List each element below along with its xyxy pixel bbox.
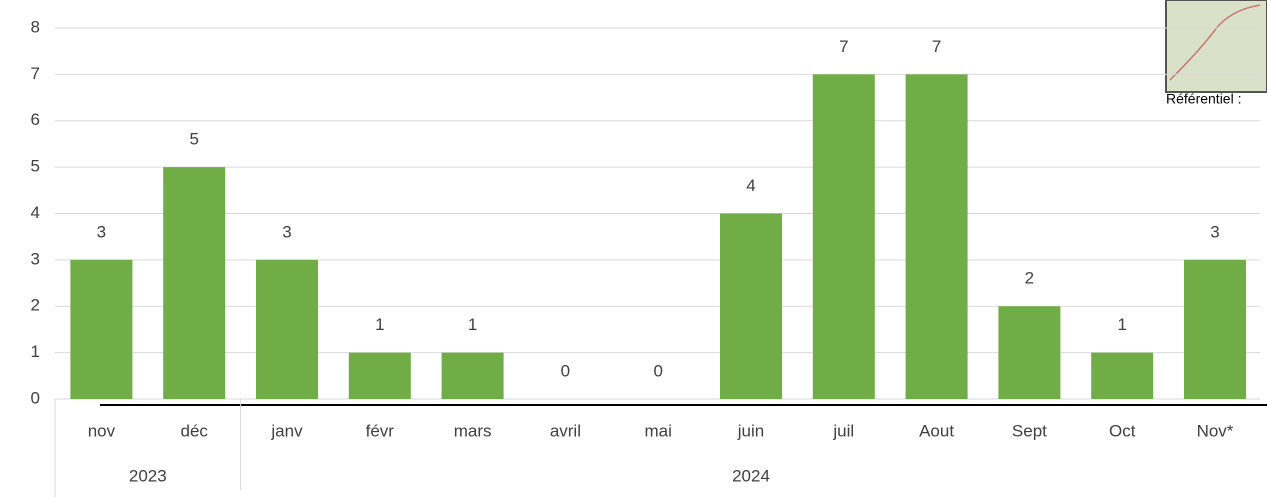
data-label: 5: [189, 130, 198, 149]
data-label: 1: [1117, 315, 1126, 334]
x-tick-label: Sept: [1012, 421, 1047, 440]
bar: [720, 214, 782, 400]
bar: [1091, 353, 1153, 399]
bar: [256, 260, 318, 399]
bar: [442, 353, 504, 399]
bar: [163, 167, 225, 399]
x-tick-label: Oct: [1109, 421, 1136, 440]
map-thumbnail: [1166, 0, 1267, 92]
x-tick-label: janv: [270, 421, 303, 440]
data-label: 3: [97, 222, 106, 241]
x-tick-label: juil: [832, 421, 854, 440]
data-label: 3: [1210, 222, 1219, 241]
chart: Référentiel : 0 1 2 3 4 5 6 7 8 3 nov 5 déc 3 janv 1 fév…: [0, 0, 1267, 497]
data-label: 1: [468, 315, 477, 334]
data-label: 2: [1025, 269, 1034, 288]
y-tick-label: 6: [31, 110, 40, 129]
group-label: 2024: [732, 466, 770, 485]
bar: [70, 260, 132, 399]
x-tick-label: févr: [366, 421, 395, 440]
bar: [998, 306, 1060, 399]
annotation: Référentiel :: [1166, 91, 1241, 107]
x-tick-label: Nov*: [1197, 421, 1234, 440]
data-label: 0: [653, 361, 662, 380]
x-tick-label: avril: [550, 421, 581, 440]
y-tick-label: 3: [31, 249, 40, 268]
group-label: 2023: [129, 466, 167, 485]
data-label: 7: [932, 37, 941, 56]
plot: 0 1 2 3 4 5 6 7 8 3 nov 5 déc 3 janv 1 févr 1 mars 0 avril 0 m…: [31, 17, 1260, 497]
x-tick-label: mai: [644, 421, 671, 440]
y-tick-label: 2: [31, 296, 40, 315]
y-tick-label: 4: [31, 203, 40, 222]
data-label: 3: [282, 222, 291, 241]
data-label: 1: [375, 315, 384, 334]
x-tick-label: Aout: [919, 421, 954, 440]
bar: [1184, 260, 1246, 399]
x-tick-label: déc: [180, 421, 208, 440]
y-tick-label: 0: [31, 388, 40, 407]
y-tick-label: 7: [31, 64, 40, 83]
data-label: 0: [561, 361, 570, 380]
x-tick-label: mars: [454, 421, 492, 440]
x-tick-label: juin: [737, 421, 764, 440]
x-tick-label: nov: [88, 421, 116, 440]
data-label: 4: [746, 176, 755, 195]
bar: [813, 74, 875, 399]
y-tick-label: 8: [31, 17, 40, 36]
bar: [906, 74, 968, 399]
y-tick-label: 1: [31, 342, 40, 361]
bar: [349, 353, 411, 399]
data-label: 7: [839, 37, 848, 56]
y-tick-label: 5: [31, 157, 40, 176]
